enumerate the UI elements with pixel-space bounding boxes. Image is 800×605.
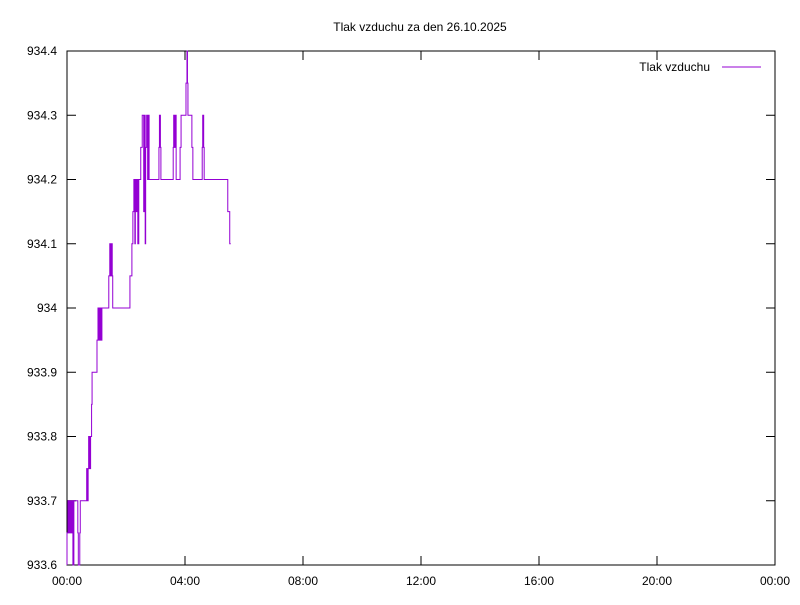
x-tick-label: 08:00 xyxy=(288,574,318,588)
series-line xyxy=(66,50,231,566)
x-tick-label: 12:00 xyxy=(406,574,436,588)
legend: Tlak vzduchu xyxy=(639,60,761,74)
series-group xyxy=(66,50,231,566)
y-tick-label: 934.2 xyxy=(27,173,57,187)
x-tick-label: 00:00 xyxy=(760,574,790,588)
axis-ticks: 933.6 933.7 933.8 933.9 934 934.1 934.2 934.3 93… xyxy=(27,44,790,588)
x-tick-label: 20:00 xyxy=(642,574,672,588)
y-tick-label: 933.9 xyxy=(27,365,57,379)
y-tick-label: 934.3 xyxy=(27,108,57,122)
chart-title: Tlak vzduchu za den 26.10.2025 xyxy=(333,20,507,34)
x-tick-label: 04:00 xyxy=(170,574,200,588)
y-tick-label: 933.7 xyxy=(27,494,57,508)
y-tick-label: 933.6 xyxy=(27,558,57,572)
y-tick-label: 933.8 xyxy=(27,430,57,444)
x-tick-label: 16:00 xyxy=(524,574,554,588)
plot-frame xyxy=(66,50,776,566)
legend-label: Tlak vzduchu xyxy=(639,60,710,74)
x-tick-label: 00:00 xyxy=(52,574,82,588)
y-tick-label: 934 xyxy=(37,301,57,315)
y-tick-label: 934.4 xyxy=(27,44,57,58)
y-tick-label: 934.1 xyxy=(27,237,57,251)
